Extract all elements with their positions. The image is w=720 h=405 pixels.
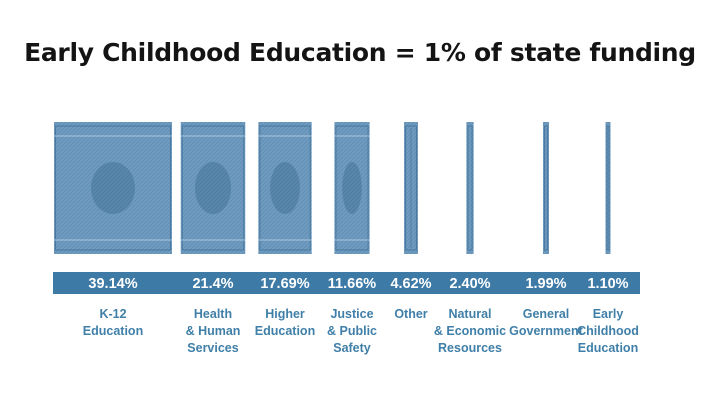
bill-slices: [54, 122, 611, 254]
bar-slice: [605, 122, 611, 254]
category-label: Other: [394, 307, 427, 321]
chart-title: Early Childhood Education = 1% of state …: [24, 38, 696, 67]
category-label: Health & Human Services: [186, 307, 241, 355]
category-label: Early Childhood Education: [577, 307, 639, 355]
bar-slice: [466, 122, 474, 254]
category-label: Justice & Public Safety: [327, 307, 377, 355]
category-label: Higher Education: [255, 307, 315, 338]
bar-slice: [54, 122, 172, 254]
bar-slice: [334, 122, 370, 254]
bar-slice: [180, 122, 246, 254]
category-label: General Government: [509, 307, 583, 338]
bar-slice: [543, 122, 549, 254]
value-label: 11.66%: [328, 276, 376, 292]
value-label: 39.14%: [88, 276, 137, 292]
value-labels: 39.14% 21.4% 17.69% 11.66% 4.62% 2.40% 1.99% 1.…: [88, 276, 628, 292]
bar-slice: [404, 122, 418, 254]
value-label: 1.99%: [525, 276, 566, 292]
bar-slice: [258, 122, 312, 254]
category-label: Natural & Economic Resources: [434, 307, 506, 355]
value-label: 17.69%: [260, 276, 309, 292]
category-label: K-12 Education: [83, 307, 143, 338]
value-label: 1.10%: [587, 276, 628, 292]
value-label: 21.4%: [192, 276, 233, 292]
value-label: 4.62%: [390, 276, 431, 292]
value-label-band: [53, 272, 640, 294]
value-label: 2.40%: [449, 276, 490, 292]
category-labels: K-12 Education Health & Human Services Higher…: [83, 307, 639, 355]
